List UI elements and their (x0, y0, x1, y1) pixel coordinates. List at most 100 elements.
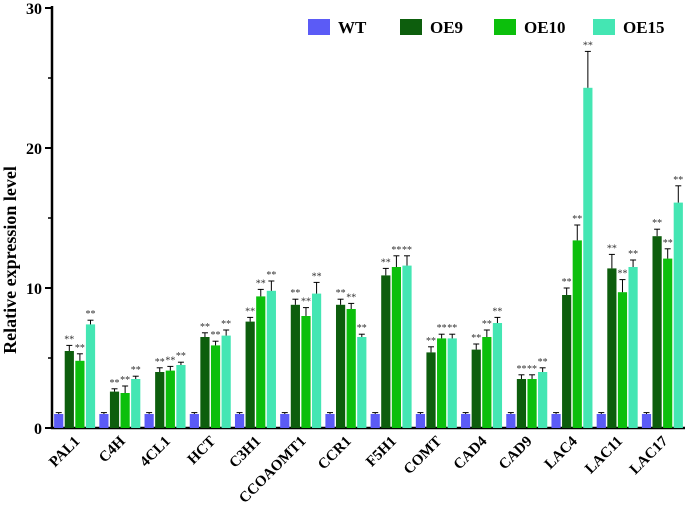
bar-OE15-CCOAOMT1 (311, 293, 322, 428)
bar-OE15-CAD4 (492, 323, 503, 428)
bar-OE9-C3H1 (245, 321, 255, 428)
bar-OE9-4CL1 (155, 372, 165, 428)
significance-label: ** (165, 355, 175, 366)
bar-WT-HCT (189, 414, 199, 428)
legend-label-OE15: OE15 (623, 18, 665, 37)
bar-OE10-C4H (120, 393, 130, 428)
bar-OE9-LAC4 (562, 295, 572, 428)
significance-label: ** (607, 243, 617, 254)
significance-label: ** (447, 323, 457, 334)
significance-label: ** (482, 319, 492, 330)
significance-label: ** (628, 249, 638, 260)
bar-WT-F5H1 (370, 414, 380, 428)
significance-label: ** (391, 245, 401, 256)
legend-swatch-WT (308, 19, 330, 35)
y-tick-label: 30 (26, 1, 42, 18)
legend-label-WT: WT (338, 18, 367, 37)
legend-swatch-OE9 (400, 19, 422, 35)
bar-WT-LAC11 (596, 414, 606, 428)
y-tick-label: 0 (34, 421, 42, 438)
bar-WT-C4H (99, 414, 109, 428)
bar-OE15-C3H1 (266, 290, 276, 428)
significance-label: ** (176, 351, 186, 362)
significance-label: ** (211, 330, 221, 341)
bar-OE15-C4H (131, 379, 141, 428)
x-tick-label: C3H1 (226, 434, 264, 472)
significance-label: ** (562, 277, 572, 288)
significance-label: ** (426, 336, 436, 347)
bar-OE10-COMT (437, 338, 447, 428)
bar-WT-LAC4 (551, 414, 561, 428)
bar-OE9-CAD9 (516, 379, 527, 428)
bar-OE10-4CL1 (165, 370, 175, 428)
x-tick-label: LAC17 (627, 433, 672, 478)
significance-label: ** (583, 40, 593, 51)
bar-WT-PAL1 (54, 414, 64, 428)
significance-label: ** (75, 343, 85, 354)
bar-WT-CCR1 (325, 414, 335, 428)
significance-label: ** (245, 306, 255, 317)
legend-label-OE10: OE10 (524, 18, 566, 37)
bar-OE15-PAL1 (85, 324, 96, 428)
y-axis-label: Relative expression level (0, 166, 20, 354)
bar-OE10-CAD9 (527, 379, 537, 428)
significance-label: ** (527, 364, 537, 375)
significance-label: ** (110, 378, 120, 389)
significance-label: ** (357, 323, 367, 334)
bar-OE9-CCOAOMT1 (290, 304, 300, 428)
x-tick-label: COMT (401, 434, 445, 478)
significance-label: ** (673, 175, 683, 186)
significance-label: ** (301, 297, 311, 308)
x-tick-label: LAC4 (542, 433, 581, 472)
x-tick-label: PAL1 (46, 434, 83, 471)
significance-label: ** (120, 375, 130, 386)
x-tick-label: F5H1 (363, 434, 400, 471)
y-tick-label: 10 (26, 281, 42, 298)
x-tick-label: C4H (96, 433, 129, 466)
x-tick-label: CCR1 (315, 434, 355, 474)
bar-OE15-CCR1 (357, 337, 367, 428)
bar-OE10-PAL1 (75, 360, 85, 428)
bar-OE10-LAC11 (617, 292, 628, 428)
y-tick-label: 20 (26, 141, 42, 158)
y-ticks: 0 10 20 30 (26, 1, 52, 438)
significance-label: ** (266, 270, 276, 281)
x-tick-label: HCT (185, 434, 219, 468)
significance-label: ** (663, 238, 673, 249)
bar-OE15-4CL1 (176, 365, 186, 428)
significance-label: ** (516, 364, 526, 375)
bar-OE15-COMT (447, 338, 457, 428)
bar-OE15-CAD9 (538, 372, 548, 428)
bar-OE9-LAC11 (607, 268, 617, 428)
bar-OE15-F5H1 (402, 265, 412, 428)
bar-OE9-HCT (200, 337, 210, 428)
legend-swatch-OE15 (593, 19, 615, 35)
significance-label: ** (492, 306, 502, 317)
bar-WT-COMT (415, 414, 426, 428)
significance-label: ** (221, 319, 231, 330)
significance-label: ** (86, 309, 96, 320)
bar-OE9-PAL1 (64, 351, 74, 428)
significance-label: ** (402, 245, 412, 256)
legend-label-OE9: OE9 (430, 18, 463, 37)
bar-WT-CAD9 (506, 414, 516, 428)
bar-WT-CCOAOMT1 (280, 414, 290, 428)
bar-OE15-LAC17 (673, 202, 683, 428)
bar-OE10-LAC4 (572, 240, 582, 428)
bar-WT-LAC17 (641, 414, 652, 428)
bar-OE9-CAD4 (471, 349, 481, 428)
legend: WT OE9 OE10 OE15 (308, 18, 665, 37)
significance-label: ** (471, 333, 481, 344)
bar-OE10-F5H1 (391, 267, 402, 428)
x-tick-label: CAD9 (496, 434, 536, 474)
bar-OE10-C3H1 (256, 296, 266, 428)
significance-label: ** (652, 218, 662, 229)
significance-label: ** (155, 357, 165, 368)
bar-WT-CAD4 (461, 414, 471, 428)
bars: ******** ****** ** ********************** **… (54, 40, 683, 429)
significance-label: ** (437, 323, 447, 334)
significance-label: ** (290, 288, 300, 299)
bar-OE15-HCT (221, 335, 231, 428)
bar-OE9-CCR1 (335, 304, 346, 428)
